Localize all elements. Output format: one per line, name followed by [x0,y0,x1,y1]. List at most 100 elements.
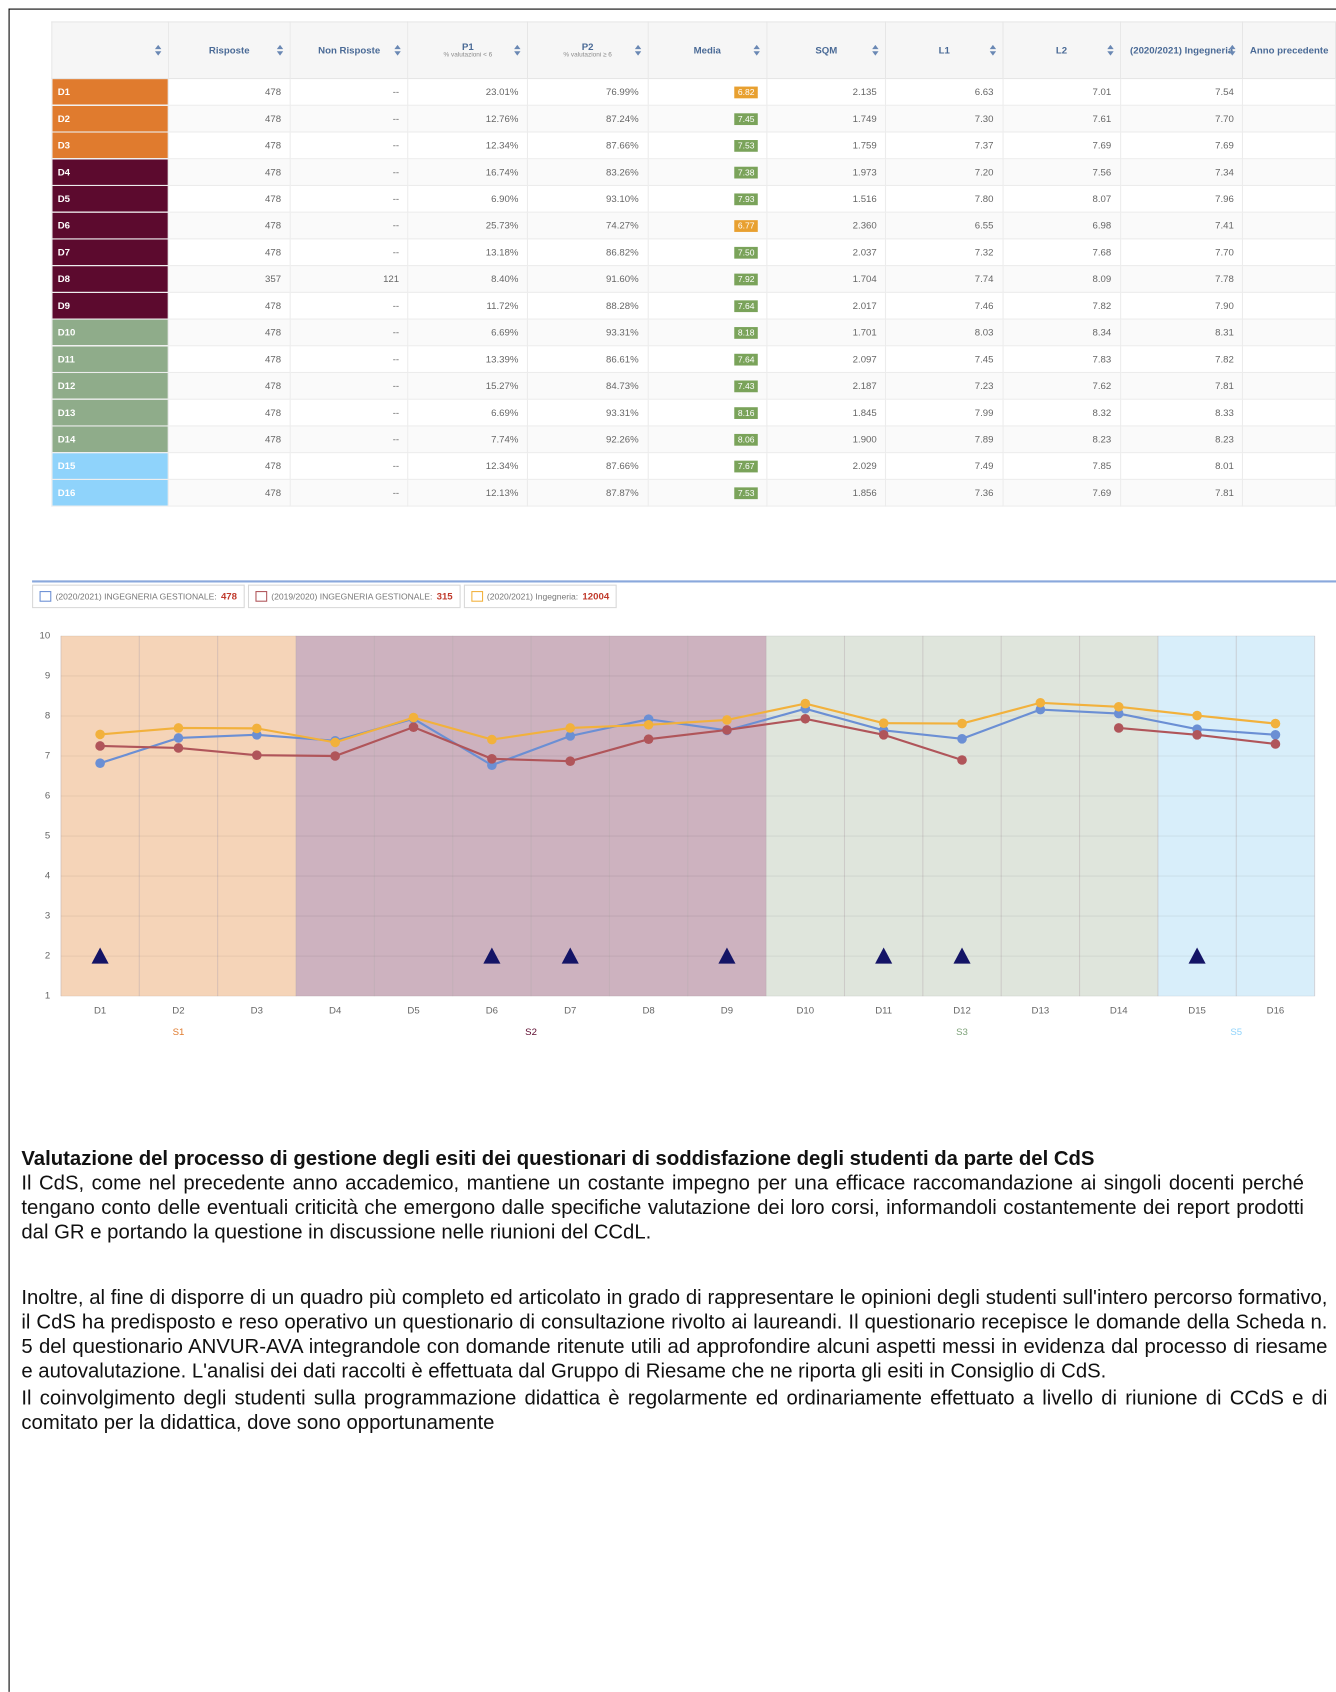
x-tick-label: D13 [1032,1006,1050,1017]
sort-icon[interactable] [989,44,996,56]
cell: 12.76% [407,104,529,133]
media-badge: 7.53 [734,139,758,152]
plot-band [1157,635,1315,997]
sort-icon[interactable] [1229,44,1236,56]
cell: 8.03 [885,318,1004,347]
cell: 13.39% [407,345,529,374]
sort-up [276,44,284,50]
sort-up [1229,44,1236,50]
cell: 8.31 [1119,318,1244,347]
header-label: Anno precedente [1249,45,1329,56]
media-badge: 7.45 [734,112,758,125]
header-sub: % valutazioni < 6 [443,52,493,59]
cell: 7.69 [1002,478,1121,507]
sort-icon[interactable] [394,44,402,56]
cell: 1.516 [766,184,887,213]
cell: 478 [167,158,291,186]
cell: -- [289,131,409,160]
cell: 7.78 [1119,265,1244,293]
header-label: SQM [815,45,838,56]
cell: 93.31% [526,318,649,347]
y-tick-label: 8 [45,711,50,722]
sort-icon[interactable] [1106,44,1114,56]
cell: 6.82 [647,78,768,106]
cell: 7.46 [885,291,1004,320]
cell: 83.26% [526,158,649,186]
cell: 478 [167,371,291,400]
cell: 6.63 [885,78,1004,106]
legend-count: 478 [220,591,238,602]
series-point [1113,723,1124,733]
cell: 8.09 [1002,265,1121,293]
legend-name: (2020/2021) Ingegneria: [486,591,579,602]
header-label: L1 [938,45,950,56]
cell: 478 [167,131,291,160]
cell: 478 [167,318,291,347]
cell: -- [289,184,409,213]
cell: -- [289,452,409,480]
cell: 1.759 [766,131,887,160]
cell: 7.49 [885,452,1004,480]
sort-icon[interactable] [634,44,641,56]
cell: 6.90% [407,184,529,213]
y-tick-label: 7 [45,751,50,762]
header-label-box: Non Risposte [318,45,380,56]
y-tick-label: 2 [45,951,50,962]
sort-icon[interactable] [276,44,284,56]
triangle-marker [718,947,736,964]
row-label: D2 [51,104,169,133]
series-point [95,741,105,751]
x-tick-label: D1 [94,1006,106,1017]
row-label: D3 [51,131,169,160]
x-tick-label: D5 [407,1006,419,1017]
sort-icon[interactable] [753,44,760,56]
series-point [1113,701,1124,712]
cell: 12.34% [407,131,529,160]
cell: 6.69% [407,318,529,347]
sort-up [394,44,402,50]
cell: 87.66% [526,452,649,480]
x-tick-label: D14 [1110,1006,1128,1017]
cell: 12.13% [407,478,529,507]
legend-name: (2020/2021) INGEGNERIA GESTIONALE: [55,591,217,602]
cell: 84.73% [526,371,649,400]
series-point [1270,739,1281,749]
sort-icon[interactable] [514,44,521,56]
legend-icon [470,591,483,602]
sort-icon[interactable] [154,44,162,56]
media-badge: 8.16 [734,406,758,419]
header-label: (2020/2021) Ingegneria [1130,45,1234,56]
triangle-marker [953,947,971,964]
cell: 7.74 [885,265,1004,293]
y-tick-label: 10 [40,630,51,641]
header-cell: Non Risposte [289,21,409,80]
y-tick-label: 6 [45,791,50,802]
cell: 1.749 [766,104,887,133]
cell: 7.70 [1119,104,1244,133]
cell: 86.82% [526,238,649,267]
legend-item[interactable]: (2020/2021) Ingegneria: 12004 [463,584,617,609]
sort-icon[interactable] [872,44,879,56]
sort-down [276,51,284,56]
cell: 7.67 [647,452,768,480]
table-row: D15 478 -- 12.34% 87.66% 7.67 2.029 7.49 7.85 8.0… [51,452,1336,480]
series-point [878,718,889,728]
cell: 7.90 [1119,291,1244,320]
legend-item[interactable]: (2019/2020) INGEGNERIA GESTIONALE: 315 [247,584,461,609]
cell: 8.32 [1002,398,1121,427]
paragraph: Il CdS, come nel precedente anno accadem… [21,1172,1304,1245]
cell: -- [289,291,409,320]
media-badge: 7.92 [734,273,758,285]
cell: 478 [167,211,291,240]
page-frame [8,8,1336,1692]
legend-item[interactable]: (2020/2021) INGEGNERIA GESTIONALE: 478 [32,584,245,609]
cell: -- [289,78,409,106]
media-badge: 6.82 [734,86,758,98]
media-badge: 7.67 [734,460,758,472]
series-point [1192,729,1202,740]
cell: 6.55 [885,211,1004,240]
cell: 7.23 [885,371,1004,400]
plot-band [766,635,1158,997]
